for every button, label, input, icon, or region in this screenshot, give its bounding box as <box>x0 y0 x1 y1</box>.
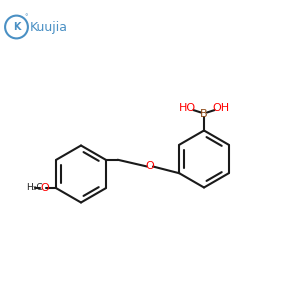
Text: Kuujia: Kuujia <box>29 20 68 34</box>
Text: K: K <box>13 22 20 32</box>
Text: B: B <box>200 109 208 119</box>
Text: °: ° <box>24 14 28 20</box>
Text: OH: OH <box>212 103 229 113</box>
Text: H₃C: H₃C <box>26 183 43 192</box>
Text: HO: HO <box>179 103 196 113</box>
Text: O: O <box>146 161 154 171</box>
Text: O: O <box>40 183 49 193</box>
